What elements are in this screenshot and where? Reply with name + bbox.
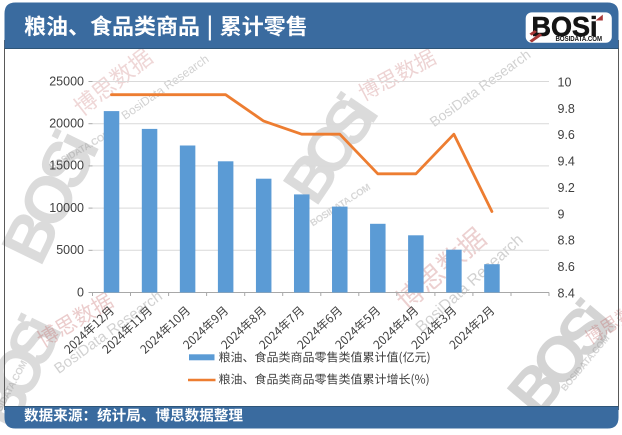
svg-text:8.4: 8.4	[558, 286, 575, 300]
svg-text:8.8: 8.8	[558, 234, 575, 248]
svg-text:9.4: 9.4	[558, 155, 575, 169]
svg-text:9.2: 9.2	[558, 181, 575, 195]
svg-text:10: 10	[558, 75, 572, 89]
svg-text:10000: 10000	[49, 201, 84, 215]
svg-text:9: 9	[558, 207, 565, 221]
svg-text:15000: 15000	[49, 159, 84, 173]
svg-text:9.8: 9.8	[558, 102, 575, 116]
svg-text:8.6: 8.6	[558, 260, 575, 274]
svg-text:5000: 5000	[56, 243, 84, 257]
svg-text:BOSi: BOSi	[532, 11, 598, 42]
svg-text:0: 0	[77, 285, 84, 299]
svg-text:20000: 20000	[49, 117, 84, 131]
svg-text:9.6: 9.6	[558, 128, 575, 142]
svg-text:25000: 25000	[49, 74, 84, 88]
svg-text:BOSIDATA.COM: BOSIDATA.COM	[556, 34, 603, 43]
